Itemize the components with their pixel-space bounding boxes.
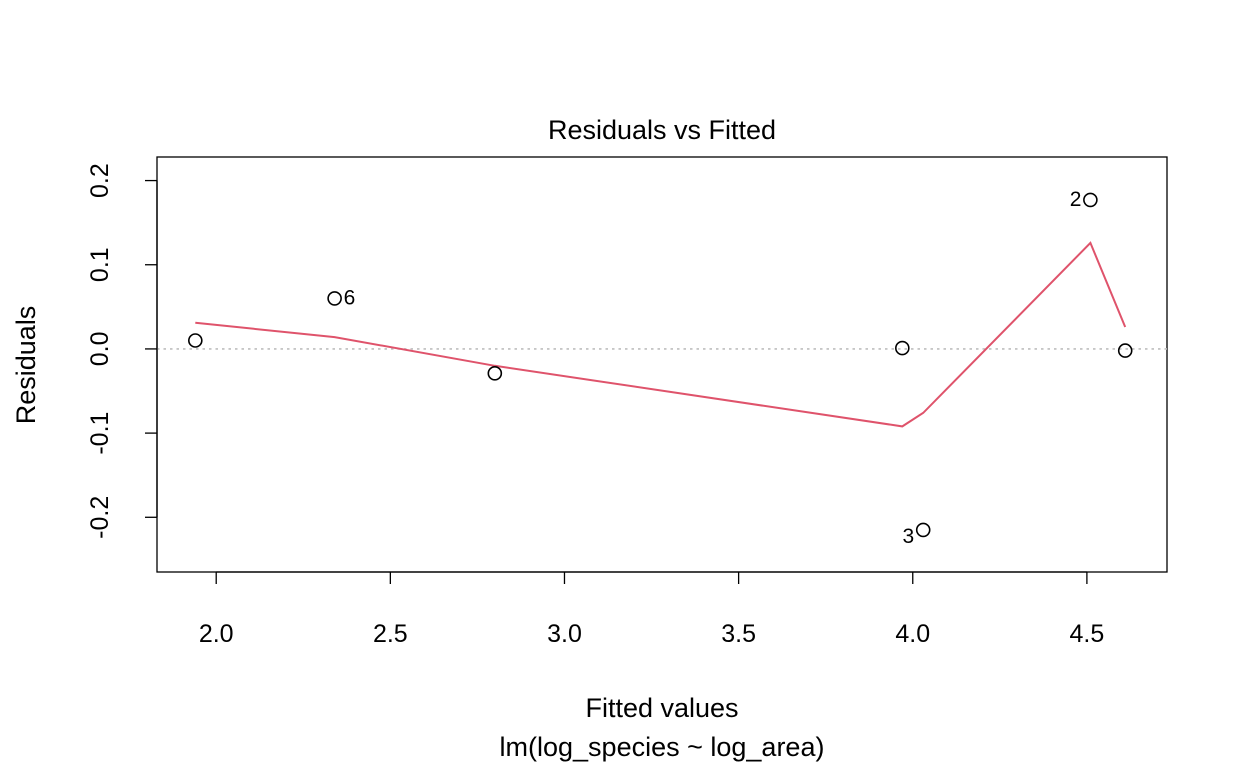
x-tick-label: 2.0 bbox=[199, 620, 234, 648]
x-tick-label: 4.0 bbox=[895, 620, 930, 648]
y-tick-label: -0.2 bbox=[86, 496, 114, 539]
data-point-1 bbox=[188, 333, 203, 348]
point-label-3: 3 bbox=[903, 525, 915, 548]
point-label-2: 2 bbox=[1070, 188, 1082, 211]
x-tick-label: 3.0 bbox=[547, 620, 582, 648]
x-axis: 2.0 2.5 3.0 3.5 4.0 4.5 bbox=[199, 571, 1105, 648]
data-point-6 bbox=[1083, 192, 1098, 208]
data-point-2 bbox=[327, 291, 342, 306]
y-tick-label: -0.1 bbox=[86, 412, 114, 455]
data-point-4 bbox=[895, 340, 910, 356]
smoother-line bbox=[195, 241, 1127, 428]
y-tick-label: 0.1 bbox=[86, 247, 114, 282]
data-point-5 bbox=[915, 522, 931, 538]
x-tick-label: 2.5 bbox=[373, 620, 408, 648]
plot-frame bbox=[156, 156, 1168, 573]
x-axis-title: Fitted values bbox=[585, 693, 738, 723]
smoother-layer bbox=[195, 241, 1127, 428]
point-label-6: 6 bbox=[344, 286, 356, 309]
points-layer: 6 3 2 bbox=[188, 188, 1133, 548]
y-axis: -0.2 -0.1 0.0 0.1 0.2 bbox=[86, 163, 158, 539]
y-axis-title: Residuals bbox=[11, 306, 41, 425]
x-axis-subtitle: lm(log_species ~ log_area) bbox=[500, 732, 825, 762]
y-tick-label: 0.0 bbox=[86, 332, 114, 367]
data-point-3 bbox=[487, 366, 503, 381]
x-tick-label: 3.5 bbox=[721, 620, 756, 648]
chart-title: Residuals vs Fitted bbox=[548, 115, 776, 145]
x-tick-label: 4.5 bbox=[1070, 620, 1105, 648]
data-point-7 bbox=[1117, 343, 1133, 358]
y-tick-label: 0.2 bbox=[86, 163, 114, 198]
